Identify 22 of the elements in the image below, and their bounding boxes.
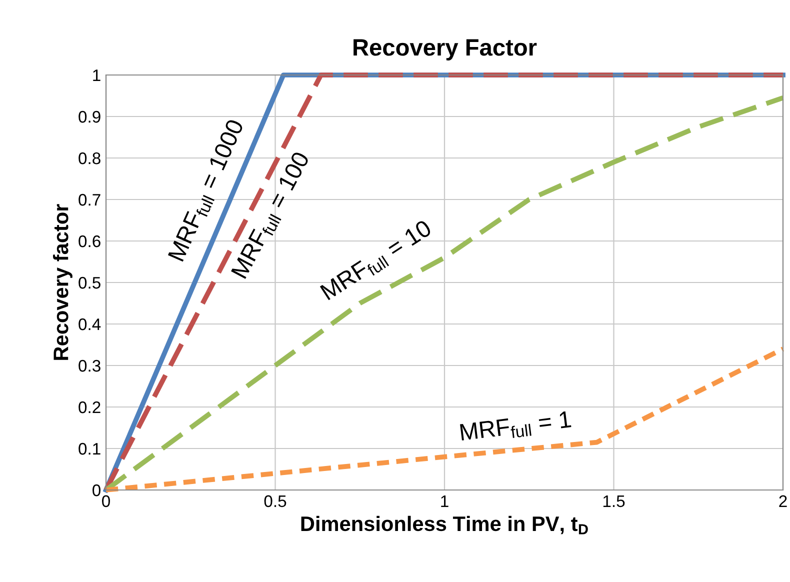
x-tick-label: 1.5 — [603, 495, 625, 508]
x-tick-label: 0 — [102, 495, 110, 508]
y-tick-label: 0.7 — [78, 194, 100, 206]
x-axis-title: Dimensionless Time in PV, t$_{D}$ — [301, 516, 588, 534]
y-tick-label: 0.4 — [78, 318, 101, 330]
x-tick-label: 0.5 — [264, 495, 286, 508]
annotation: MRF$_{full}$ = 1 — [460, 410, 572, 444]
x-tick-label: 2 — [779, 495, 787, 507]
y-tick-label: 0.2 — [78, 401, 100, 414]
y-tick-label: 0.3 — [78, 360, 100, 372]
y-tick-label: 0.5 — [78, 276, 100, 289]
annotation: MRF$_{full}$ = 10 — [320, 219, 434, 304]
y-tick-label: 0.1 — [78, 442, 100, 455]
y-tick-label: 1 — [93, 70, 100, 82]
chart-title: Recovery Factor — [354, 39, 537, 60]
y-tick-label: 0.8 — [78, 152, 100, 164]
y-tick-label: 0.9 — [78, 110, 100, 123]
y-tick-label: 0.6 — [78, 235, 100, 248]
x-tick-label: 1 — [441, 495, 448, 507]
y-tick-label: 0 — [92, 484, 100, 496]
annotation: MRF$_{full}$ = 100 — [231, 150, 310, 279]
y-axis-title: Recovery factor — [52, 204, 72, 360]
